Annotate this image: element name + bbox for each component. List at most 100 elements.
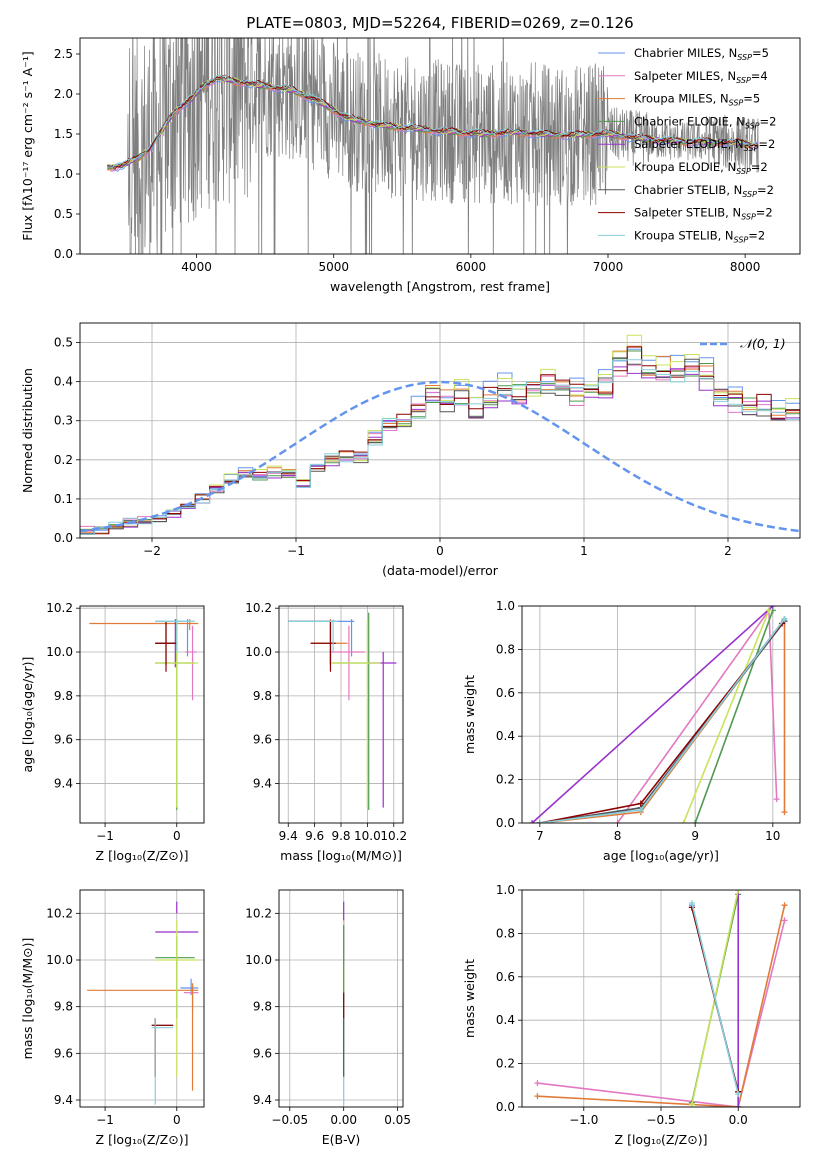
errorbar-kroupa-miles: [87, 983, 199, 1091]
x-tick-label: 6000: [456, 260, 487, 274]
grid: [80, 606, 204, 823]
y-tick-label: 9.4: [54, 1093, 73, 1107]
y-tick-label: 10.2: [245, 906, 272, 920]
errorbar-salpeter-stelib: [310, 621, 336, 672]
x-tick-label: 0: [173, 829, 181, 843]
errorbar-chabrier-miles: [288, 619, 355, 657]
series-marker: [735, 1090, 742, 1097]
x-axis-label: Z [log₁₀(Z/Z⊙)]: [96, 848, 189, 863]
grid: [522, 889, 800, 1108]
series-line: [537, 920, 786, 1107]
y-tick-label: 1.5: [54, 127, 73, 141]
series-marker: [529, 820, 536, 823]
figure-title: PLATE=0803, MJD=52264, FIBERID=0269, z=0…: [246, 14, 633, 32]
x-tick-label: −1: [96, 1113, 114, 1127]
x-tick-label: 0.05: [384, 1113, 411, 1127]
series-line: [682, 610, 770, 823]
y-tick-label: 9.6: [253, 1046, 272, 1060]
x-tick-label: 9.6: [305, 829, 324, 843]
x-tick-label: 4000: [181, 260, 212, 274]
axes-frame: [79, 889, 205, 1108]
histogram-chabrier-stelib: [80, 357, 800, 538]
series-line: [691, 902, 739, 1095]
y-axis-label: Flux [fλ10⁻¹⁷ erg cm⁻² s⁻¹ A⁻¹]: [20, 51, 35, 240]
series-line: [537, 905, 786, 1107]
series-line: [531, 606, 774, 823]
series-marker: [735, 1104, 742, 1107]
x-tick-label: 5000: [318, 260, 349, 274]
errorbar-kroupa-elodie: [155, 920, 199, 1077]
x-axis-label: mass [log₁₀(M/M⊙)]: [280, 848, 402, 863]
series-kroupa-stelib: [536, 616, 788, 823]
y-tick-label: 2.5: [54, 47, 73, 61]
panel-residuals: −2 −1 0 1 2 0.0 0.1 0.2 0.3 0.4 0.5 (data-model)/er…: [20, 322, 801, 578]
y-tick-label: 9.4: [253, 1093, 272, 1107]
series-marker: [692, 820, 699, 823]
series-marker: [781, 902, 788, 909]
grid: [80, 890, 204, 1107]
series-marker: [614, 820, 621, 823]
y-tick-label: 0.2: [54, 453, 73, 467]
panel-mass-weight-vs-age: 7 8 9 10 0.0 0.2 0.4 0.6 0.8 1.0 age [log₁₀(age/yr…: [462, 599, 801, 863]
axes-frame: [79, 37, 801, 255]
plot-area: [534, 890, 788, 1107]
plot-area: [107, 38, 760, 254]
x-tick-label: 0.00: [330, 1113, 357, 1127]
series-marker: [735, 890, 742, 893]
panel-mass-weight-vs-z: −1.0 −0.5 0.0 0.0 0.2 0.4 0.6 0.8 1.0 Z [log₁₀(Z/…: [462, 883, 801, 1147]
legend-label: Salpeter MILES, NSSP=4: [634, 69, 768, 85]
x-tick-label: 1: [580, 544, 588, 558]
errorbar-kroupa-stelib: [151, 1018, 174, 1105]
normal-curve: [80, 380, 800, 533]
y-tick-label: 9.8: [253, 1000, 272, 1014]
series-marker: [688, 900, 695, 907]
model-line-kroupa-stelib: [107, 75, 758, 169]
series-marker: [680, 820, 687, 823]
series-marker: [534, 1093, 541, 1100]
series-marker: [765, 607, 772, 614]
errorbar-kroupa-miles: [310, 619, 348, 663]
legend-label: Salpeter STELIB, NSSP=2: [634, 206, 773, 222]
y-axis-label: mass weight: [462, 959, 477, 1038]
x-tick-label: −1: [96, 829, 114, 843]
series-salpeter-elodie: [735, 890, 742, 1107]
series-marker: [773, 796, 780, 803]
y-tick-label: 0.5: [54, 207, 73, 221]
x-axis-label: (data-model)/error: [382, 563, 499, 578]
errorbar-kroupa-stelib: [288, 619, 339, 653]
y-tick-label: 9.6: [54, 1046, 73, 1060]
y-tick-label: 0.8: [496, 642, 515, 656]
errorbar-chabrier-elodie: [155, 936, 195, 1019]
x-tick-label: 7000: [593, 260, 624, 274]
series-salpeter-stelib: [536, 620, 786, 823]
series-kroupa-elodie: [680, 607, 772, 823]
y-tick-label: 0.8: [496, 926, 515, 940]
panel-age-vs-z: −1 0 9.4 9.6 9.8 10.0 10.2 Z [log₁₀(Z/Z⊙)] age […: [20, 601, 205, 863]
series-marker: [781, 616, 788, 623]
histogram-salpeter-miles: [80, 364, 800, 538]
plot-area: [288, 612, 397, 810]
axes-frame: [278, 605, 404, 824]
panel-mass-vs-ebv: −0.05 0.00 0.05 9.4 9.6 9.8 10.0 10.2 E(B-V): [245, 889, 411, 1147]
x-tick-label: 9.4: [279, 829, 298, 843]
y-tick-label: 9.8: [253, 689, 272, 703]
x-axis-label: wavelength [Angstrom, rest frame]: [330, 279, 550, 294]
axes-frame: [278, 889, 404, 1108]
x-tick-label: 10.0: [354, 829, 381, 843]
series-marker: [534, 1080, 541, 1087]
x-tick-label: 0: [173, 1113, 181, 1127]
histogram-chabrier-miles: [80, 348, 800, 538]
y-tick-label: 9.8: [54, 689, 73, 703]
plot-area: [529, 606, 788, 823]
legend-label: Kroupa STELIB, NSSP=2: [634, 228, 765, 244]
histogram-kroupa-stelib: [80, 359, 800, 538]
y-tick-label: 0.0: [496, 816, 515, 830]
series-marker: [637, 806, 644, 813]
y-tick-label: 0.0: [496, 1100, 515, 1114]
model-line-salpeter-stelib: [107, 74, 758, 169]
errorbar-salpeter-elodie: [367, 652, 397, 808]
series-kroupa-stelib: [688, 900, 742, 1097]
y-tick-label: 0.4: [496, 1013, 515, 1027]
y-axis-label: Normed distribution: [20, 368, 35, 493]
